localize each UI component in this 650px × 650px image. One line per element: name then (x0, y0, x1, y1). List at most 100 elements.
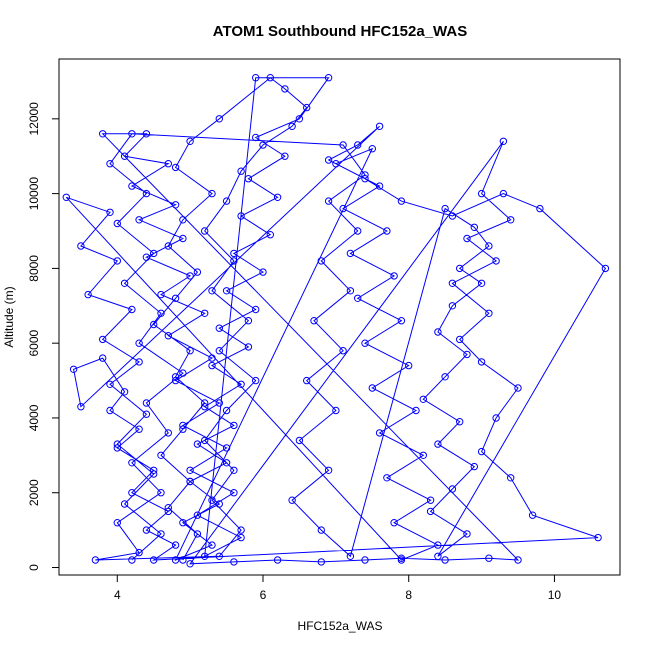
data-point (346, 287, 355, 295)
data-point (346, 552, 355, 560)
data-point (237, 212, 245, 220)
data-point (448, 279, 457, 287)
data-point (120, 388, 129, 396)
data-point (135, 339, 143, 347)
data-point (339, 347, 347, 355)
data-point (113, 440, 122, 448)
data-point (201, 552, 209, 560)
data-point (237, 526, 245, 534)
data-point (456, 335, 464, 344)
data-point (419, 451, 427, 459)
data-point (171, 201, 180, 209)
data-point (164, 332, 173, 340)
data-point (477, 279, 486, 287)
data-point (514, 556, 522, 564)
data-point (361, 556, 369, 564)
data-point (215, 347, 224, 355)
data-point (157, 451, 165, 459)
data-point (193, 440, 202, 448)
data-point (208, 189, 216, 198)
data-point (397, 556, 406, 564)
data-point (150, 249, 158, 258)
data-point (354, 227, 362, 235)
data-point (128, 305, 136, 314)
data-point (281, 85, 289, 93)
data-point (215, 115, 224, 123)
data-point (222, 287, 231, 295)
data-point (179, 519, 187, 527)
data-point (252, 305, 260, 314)
data-point (375, 122, 384, 131)
data-point (339, 141, 347, 149)
data-point (113, 219, 122, 228)
data-point (324, 156, 333, 164)
data-point (448, 485, 457, 493)
data-point (470, 223, 478, 232)
data-point (128, 459, 136, 467)
data-point (120, 152, 129, 160)
data-point (113, 519, 122, 527)
data-point (69, 365, 78, 373)
data-point (368, 145, 376, 153)
plot-frame (58, 58, 621, 576)
y-tick-label: 2000 (27, 479, 41, 506)
data-point (186, 466, 194, 474)
data-point (128, 130, 136, 138)
data-point (135, 548, 143, 557)
chart-title: ATOM1 Southbound HFC152a_WAS (213, 23, 467, 40)
data-point (463, 530, 471, 538)
data-point (317, 526, 325, 534)
data-point (273, 193, 282, 202)
data-point (99, 335, 107, 344)
data-point (142, 253, 151, 261)
data-point (441, 373, 449, 381)
data-point (193, 268, 202, 276)
data-point (273, 556, 282, 564)
data-point (179, 425, 187, 433)
data-point (128, 489, 136, 497)
data-point (208, 287, 216, 295)
data-point (106, 406, 114, 415)
data-point (499, 137, 508, 146)
data-point (295, 436, 304, 445)
data-point (77, 242, 85, 250)
data-point (492, 257, 500, 265)
data-point (113, 257, 122, 265)
data-point (361, 175, 369, 183)
data-point (441, 204, 449, 213)
data-point (375, 429, 384, 437)
data-point (150, 470, 158, 478)
data-point (244, 317, 253, 325)
data-point (324, 466, 333, 474)
data-point (208, 496, 216, 504)
data-point (507, 216, 515, 224)
data-point (179, 216, 187, 224)
data-point (157, 489, 165, 497)
data-point (419, 395, 427, 403)
data-point (77, 403, 85, 411)
data-point (179, 556, 187, 564)
data-point (303, 103, 311, 112)
data-point (434, 541, 442, 549)
data-point (288, 122, 296, 131)
data-point (252, 376, 260, 385)
data-point (434, 328, 442, 336)
data-point (281, 152, 289, 160)
data-point (368, 384, 376, 392)
data-point (106, 380, 114, 388)
data-point (477, 447, 486, 456)
data-point (397, 197, 406, 205)
data-point (193, 511, 202, 519)
y-tick-label: 4000 (27, 404, 41, 431)
data-point (157, 530, 165, 538)
data-point (390, 519, 398, 527)
data-point (266, 231, 274, 239)
data-point (179, 369, 187, 377)
data-point (332, 406, 340, 415)
data-point (193, 530, 202, 538)
data-point (91, 556, 100, 564)
x-tick-label: 4 (114, 588, 121, 602)
data-point (456, 264, 464, 273)
data-point (361, 339, 369, 347)
data-point (230, 466, 238, 474)
